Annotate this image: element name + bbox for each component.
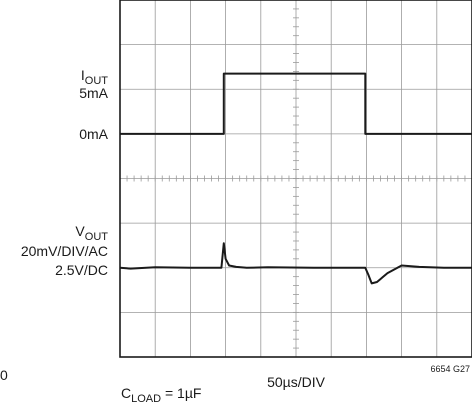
iout-channel-label: IOUT xyxy=(81,67,108,87)
vout-channel-label: VOUT xyxy=(75,223,108,243)
iout-level-zero: 0mA xyxy=(79,126,108,142)
figure-id: 6654 G27 xyxy=(430,364,470,374)
vout-trace xyxy=(119,242,472,285)
vout-offset-label: 2.5V/DC xyxy=(55,262,108,278)
vout-scale-label: 20mV/DIV/AC xyxy=(21,243,108,259)
grid xyxy=(119,0,472,358)
iout-level-high: 5mA xyxy=(79,85,108,101)
iout-trace xyxy=(120,72,472,135)
x-axis-scale-label: 50µs/DIV xyxy=(267,374,326,390)
stray-zero-label: 0 xyxy=(0,367,8,383)
plot-frame xyxy=(119,0,472,358)
load-condition-label: CLOAD = 1µF xyxy=(121,385,201,405)
traces xyxy=(119,72,472,285)
